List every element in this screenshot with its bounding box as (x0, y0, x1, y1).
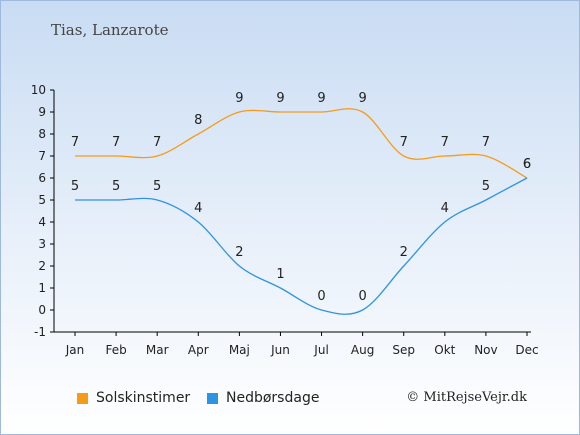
data-label-nedborsdage: 2 (235, 245, 243, 260)
data-label-nedborsdage: 6 (523, 157, 531, 172)
y-tick-label: 5 (38, 193, 46, 207)
data-label-nedborsdage: 4 (441, 201, 449, 216)
x-tick-label: Aug (351, 343, 374, 357)
data-label-solskinstimer: 7 (153, 135, 161, 150)
data-label-nedborsdage: 0 (358, 289, 366, 304)
credit-text: © MitRejseVejr.dk (406, 390, 527, 405)
data-label-solskinstimer: 7 (482, 135, 490, 150)
series-line-solskinstimer (75, 108, 528, 179)
data-label-nedborsdage: 5 (153, 179, 161, 194)
data-label-solskinstimer: 9 (276, 91, 284, 106)
data-label-nedborsdage: 5 (71, 179, 79, 194)
y-tick-label: 4 (38, 215, 46, 229)
data-label-nedborsdage: 5 (482, 179, 490, 194)
x-tick-label: Jul (313, 343, 328, 357)
data-label-solskinstimer: 6 (523, 157, 531, 172)
data-label-solskinstimer: 7 (441, 135, 449, 150)
y-tick-label: 7 (38, 149, 46, 163)
data-label-solskinstimer: 7 (112, 135, 120, 150)
data-label-nedborsdage: 2 (400, 245, 408, 260)
legend-label-solskinstimer: Solskinstimer (96, 390, 191, 406)
y-tick-label: 1 (38, 281, 46, 295)
y-tick-label: 2 (38, 259, 46, 273)
x-tick-label: Nov (474, 343, 497, 357)
x-tick-label: Sep (392, 343, 415, 357)
chart-title: Tias, Lanzarote (51, 21, 169, 39)
y-tick-label: 8 (38, 127, 46, 141)
data-label-solskinstimer: 8 (194, 113, 202, 128)
data-label-nedborsdage: 0 (317, 289, 325, 304)
data-label-solskinstimer: 7 (71, 135, 79, 150)
legend-swatch-nedborsdage (207, 392, 218, 404)
data-label-nedborsdage: 1 (276, 267, 284, 282)
x-tick-label: Apr (188, 343, 209, 357)
data-label-nedborsdage: 4 (194, 201, 202, 216)
x-tick-label: Dec (515, 343, 538, 357)
y-tick-label: 0 (38, 303, 46, 317)
y-tick-label: -1 (34, 325, 46, 339)
data-label-solskinstimer: 9 (235, 91, 243, 106)
legend-label-nedborsdage: Nedbørsdage (226, 390, 320, 406)
y-tick-label: 9 (38, 105, 46, 119)
x-tick-label: Feb (105, 343, 126, 357)
x-tick-label: Mar (146, 343, 169, 357)
y-tick-label: 3 (38, 237, 46, 251)
legend-swatch-solskinstimer (77, 392, 88, 404)
y-tick-label: 10 (31, 83, 46, 97)
data-label-solskinstimer: 9 (358, 91, 366, 106)
y-tick-label: 6 (38, 171, 46, 185)
legend-item-nedborsdage: Nedbørsdage (207, 390, 319, 406)
legend-item-solskinstimer: Solskinstimer (77, 390, 190, 406)
data-label-solskinstimer: 9 (317, 91, 325, 106)
series-line-nedborsdage (75, 177, 528, 315)
x-tick-label: Okt (434, 343, 455, 357)
x-tick-label: Jun (270, 343, 290, 357)
x-tick-label: Jan (65, 343, 85, 357)
data-label-solskinstimer: 7 (400, 135, 408, 150)
data-label-nedborsdage: 5 (112, 179, 120, 194)
x-tick-label: Maj (229, 343, 250, 357)
